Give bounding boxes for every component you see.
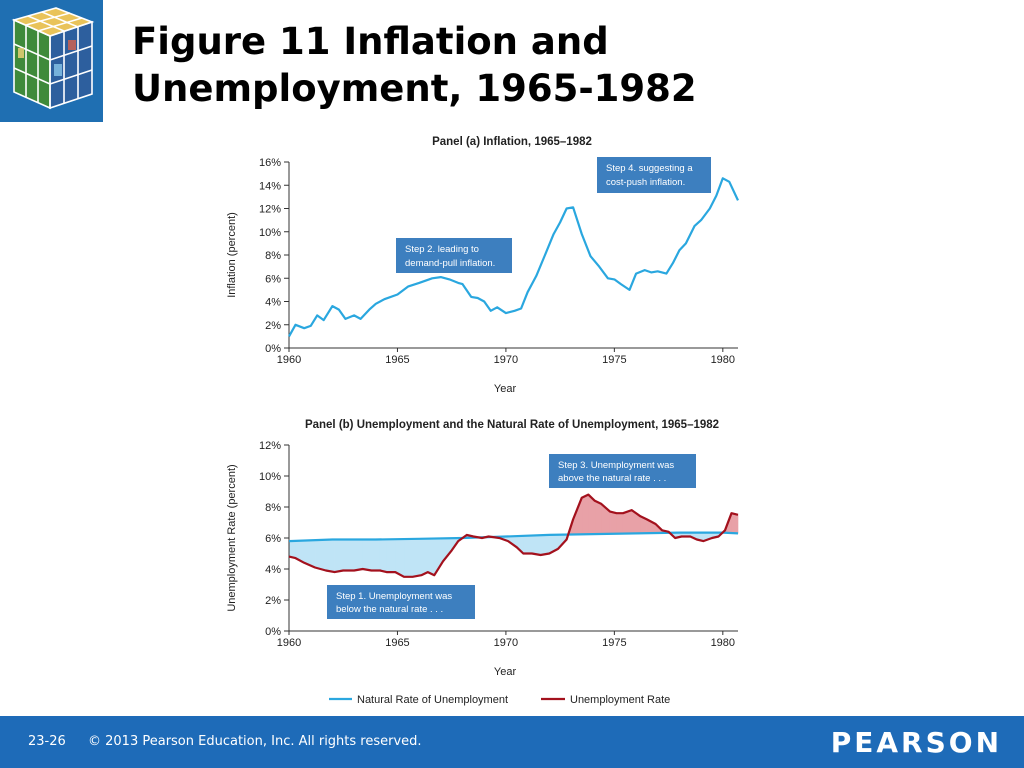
panel-a-y-tick-label: 0% bbox=[265, 343, 281, 355]
slide-title: Figure 11 Inflation and Unemployment, 19… bbox=[132, 18, 992, 112]
inflation-series-line bbox=[288, 177, 739, 337]
below-natural-rate-area bbox=[325, 539, 335, 573]
callout-step-4-line-2: cost-push inflation. bbox=[606, 177, 685, 188]
panel-a-y-tick-label: 6% bbox=[265, 273, 281, 285]
cube-logo-image bbox=[0, 0, 103, 122]
natural-rate-series-line bbox=[288, 531, 739, 543]
callout-step-3: Step 3. Unemployment was above the natur… bbox=[549, 454, 696, 488]
panel-b-y-tick-label: 6% bbox=[265, 533, 281, 545]
callout-step-1-line-2: below the natural rate . . . bbox=[336, 604, 443, 615]
callout-step-2: Step 2. leading to demand-pull inflation… bbox=[396, 238, 512, 273]
panel-b-unemployment-chart: Panel (b) Unemployment and the Natural R… bbox=[226, 419, 739, 706]
callout-step-3-line-2: above the natural rate . . . bbox=[558, 473, 666, 484]
panel-a-y-tick-label: 10% bbox=[259, 227, 281, 239]
legend-natural-rate-label: Natural Rate of Unemployment bbox=[357, 694, 508, 706]
pearson-logo: PEARSON bbox=[830, 726, 1002, 759]
panel-b-y-tick-label: 12% bbox=[259, 440, 281, 452]
slide-footer: 23-26 © 2013 Pearson Education, Inc. All… bbox=[0, 716, 1024, 768]
below-natural-rate-area bbox=[427, 538, 435, 576]
panel-a-x-tick-label: 1975 bbox=[602, 354, 626, 366]
unemployment-rate-series-line bbox=[288, 493, 739, 578]
above-natural-rate-area bbox=[609, 511, 617, 535]
panel-a-y-tick-label: 4% bbox=[265, 297, 281, 309]
panel-a-ticks: 0% 2% 4% 6% 8% 10% 12% 14% 16% 1960 1965 1970 1975 19… bbox=[259, 157, 735, 366]
panel-a-xlabel: Year bbox=[494, 383, 517, 395]
below-natural-rate-area bbox=[531, 534, 541, 556]
panel-b-ylabel: Unemployment Rate (percent) bbox=[226, 464, 238, 611]
callout-step-4-box bbox=[597, 157, 711, 193]
copyright-notice: © 2013 Pearson Education, Inc. All right… bbox=[88, 734, 422, 749]
callout-step-1-box bbox=[327, 585, 475, 619]
chart-legend: Natural Rate of Unemployment Unemploymen… bbox=[329, 694, 670, 706]
callout-step-4: Step 4. suggesting a cost-push inflation… bbox=[597, 157, 711, 193]
below-natural-rate-area bbox=[342, 539, 355, 571]
panel-b-x-tick-label: 1975 bbox=[602, 637, 626, 649]
panel-a-y-tick-label: 16% bbox=[259, 157, 281, 169]
below-natural-rate-area bbox=[540, 534, 550, 556]
below-natural-rate-area bbox=[442, 537, 452, 563]
panel-b-x-tick-label: 1970 bbox=[494, 637, 518, 649]
panel-a-ylabel: Inflation (percent) bbox=[226, 212, 238, 298]
above-natural-rate-area bbox=[616, 512, 624, 535]
panel-b-x-tick-label: 1960 bbox=[277, 637, 301, 649]
panel-b-y-tick-label: 8% bbox=[265, 502, 281, 514]
panel-a-x-tick-label: 1960 bbox=[277, 354, 301, 366]
panel-a-x-tick-label: 1965 bbox=[385, 354, 409, 366]
panel-b-ticks: 0% 2% 4% 6% 8% 10% 12% 1960 1965 1970 1975 1980 bbox=[259, 440, 735, 649]
panel-a-y-tick-label: 2% bbox=[265, 320, 281, 332]
below-natural-rate-area bbox=[353, 539, 364, 571]
figure-charts: Panel (a) Inflation, 1965–1982 Inflation… bbox=[226, 136, 739, 706]
below-natural-rate-area bbox=[403, 538, 413, 578]
below-natural-rate-area bbox=[362, 539, 372, 571]
legend-unemployment-label: Unemployment Rate bbox=[570, 694, 670, 706]
page-number: 23-26 bbox=[28, 734, 66, 749]
below-natural-rate-area bbox=[412, 538, 422, 578]
slide-title-line-1: Figure 11 Inflation and bbox=[132, 20, 609, 63]
below-natural-rate-area bbox=[394, 538, 405, 578]
callout-step-3-box bbox=[549, 454, 696, 488]
callout-step-2-box bbox=[396, 238, 512, 273]
below-natural-rate-area bbox=[379, 539, 387, 573]
above-natural-rate-area bbox=[731, 512, 739, 534]
panel-b-y-tick-label: 4% bbox=[265, 564, 281, 576]
panel-a-x-tick-label: 1980 bbox=[711, 354, 735, 366]
panel-a-x-tick-label: 1970 bbox=[494, 354, 518, 366]
panel-a-title: Panel (a) Inflation, 1965–1982 bbox=[432, 136, 592, 148]
panel-a-y-tick-label: 8% bbox=[265, 250, 281, 262]
below-natural-rate-area bbox=[371, 539, 381, 571]
callout-step-3-line-1: Step 3. Unemployment was bbox=[558, 460, 674, 471]
panel-b-x-tick-label: 1980 bbox=[711, 637, 735, 649]
panel-b-xlabel: Year bbox=[494, 666, 517, 678]
below-natural-rate-area bbox=[314, 539, 327, 571]
below-natural-rate-area bbox=[421, 538, 429, 576]
panel-b-y-tick-label: 10% bbox=[259, 471, 281, 483]
above-natural-rate-area bbox=[581, 494, 589, 535]
above-natural-rate-area bbox=[594, 500, 602, 535]
below-natural-rate-area bbox=[522, 535, 533, 554]
panel-b-title: Panel (b) Unemployment and the Natural R… bbox=[305, 419, 719, 431]
callout-step-1-line-1: Step 1. Unemployment was bbox=[336, 591, 452, 602]
panel-a-inflation-chart: Panel (a) Inflation, 1965–1982 Inflation… bbox=[226, 136, 739, 395]
panel-b-x-tick-label: 1965 bbox=[385, 637, 409, 649]
callout-step-1: Step 1. Unemployment was below the natur… bbox=[327, 585, 475, 619]
slide-title-line-2: Unemployment, 1965-1982 bbox=[132, 67, 697, 110]
callout-step-2-line-2: demand-pull inflation. bbox=[405, 258, 495, 269]
panel-b-y-tick-label: 0% bbox=[265, 626, 281, 638]
panel-b-y-tick-label: 2% bbox=[265, 595, 281, 607]
below-natural-rate-area bbox=[334, 539, 344, 573]
below-natural-rate-area bbox=[288, 540, 296, 559]
callout-step-4-line-1: Step 4. suggesting a bbox=[606, 163, 693, 174]
callout-step-2-line-1: Step 2. leading to bbox=[405, 244, 479, 255]
panel-a-y-tick-label: 14% bbox=[259, 180, 281, 192]
below-natural-rate-area bbox=[386, 538, 396, 573]
panel-a-y-tick-label: 12% bbox=[259, 204, 281, 216]
